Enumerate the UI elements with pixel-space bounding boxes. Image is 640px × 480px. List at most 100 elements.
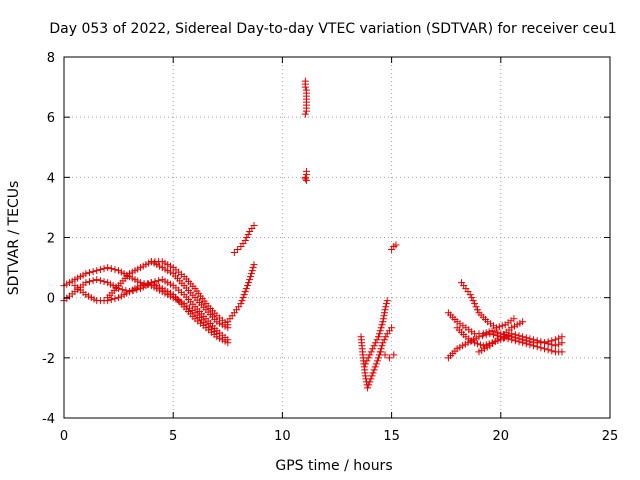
data-point: [558, 339, 566, 347]
data-point: [555, 340, 563, 348]
data-point: [111, 295, 119, 303]
data-point: [519, 333, 527, 341]
data-points: [60, 77, 566, 392]
data-point: [380, 336, 388, 344]
x-tick-label: 15: [383, 429, 400, 444]
data-point: [111, 266, 119, 274]
y-tick-label: -4: [42, 412, 55, 427]
data-point: [243, 282, 251, 290]
data-point: [381, 309, 389, 317]
data-point: [378, 321, 386, 329]
data-point: [492, 324, 500, 332]
data-point: [85, 269, 93, 277]
data-point: [89, 268, 97, 276]
data-point: [479, 330, 487, 338]
data-point: [510, 315, 518, 323]
data-point: [249, 264, 257, 272]
data-point: [242, 285, 250, 293]
data-point: [93, 267, 101, 275]
data-point: [380, 312, 388, 320]
data-point: [488, 327, 496, 335]
data-point: [544, 338, 552, 346]
data-point: [530, 336, 538, 344]
grid-lines: [64, 57, 610, 418]
data-point: [366, 378, 374, 386]
data-point: [118, 286, 126, 294]
data-point: [363, 357, 371, 365]
data-point: [155, 277, 163, 285]
data-point: [361, 360, 369, 368]
data-point: [540, 339, 548, 347]
y-tick-label: 2: [47, 232, 55, 247]
data-point: [301, 110, 309, 118]
data-point: [511, 331, 519, 339]
x-axis-label: GPS time / hours: [275, 458, 392, 474]
data-point: [548, 347, 556, 355]
data-point: [383, 300, 391, 308]
x-tick-label: 0: [60, 429, 68, 444]
data-point: [376, 327, 384, 335]
data-point: [373, 336, 381, 344]
data-point: [379, 315, 387, 323]
data-point: [378, 342, 386, 350]
data-point: [302, 107, 310, 115]
data-point: [364, 354, 372, 362]
data-point: [144, 280, 152, 288]
data-point: [107, 265, 115, 273]
data-point: [302, 170, 310, 178]
data-point: [96, 266, 104, 274]
data-point: [537, 338, 545, 346]
data-point: [244, 230, 252, 238]
data-point: [526, 335, 534, 343]
data-point: [471, 339, 479, 347]
data-point: [382, 333, 390, 341]
data-point: [558, 333, 566, 341]
data-point: [504, 332, 512, 340]
data-point: [368, 372, 376, 380]
data-point: [240, 291, 248, 299]
data-point: [246, 276, 254, 284]
y-tick-label: 0: [47, 292, 55, 307]
data-point: [471, 300, 479, 308]
data-point: [551, 342, 559, 350]
data-point: [381, 306, 389, 314]
data-point: [392, 241, 400, 249]
data-point: [93, 276, 101, 284]
data-point: [234, 246, 242, 254]
data-point: [482, 329, 490, 337]
y-axis-label: SDTVAR / TECUs: [6, 181, 22, 296]
data-point: [140, 281, 148, 289]
data-point: [136, 282, 144, 290]
data-point: [508, 330, 516, 338]
data-point: [364, 384, 372, 392]
data-point: [382, 303, 390, 311]
data-point: [533, 337, 541, 345]
data-point: [377, 348, 385, 356]
data-point: [469, 297, 477, 305]
data-point: [100, 278, 108, 286]
data-point: [381, 351, 389, 359]
data-point: [373, 357, 381, 365]
x-tick-label: 20: [493, 429, 510, 444]
data-point: [245, 279, 253, 287]
data-point: [250, 221, 258, 229]
data-point: [375, 330, 383, 338]
data-point: [241, 288, 249, 296]
y-tick-label: 6: [47, 111, 55, 126]
data-point: [367, 348, 375, 356]
data-point: [250, 261, 258, 269]
data-point: [82, 270, 90, 278]
data-point: [374, 333, 382, 341]
data-point: [369, 369, 377, 377]
data-point: [390, 351, 398, 359]
data-point: [372, 360, 380, 368]
data-point: [241, 237, 249, 245]
data-point: [302, 176, 310, 184]
data-point: [238, 297, 246, 305]
data-point: [374, 354, 382, 362]
data-point: [522, 334, 530, 342]
y-tick-label: -2: [42, 352, 55, 367]
data-point: [85, 278, 93, 286]
